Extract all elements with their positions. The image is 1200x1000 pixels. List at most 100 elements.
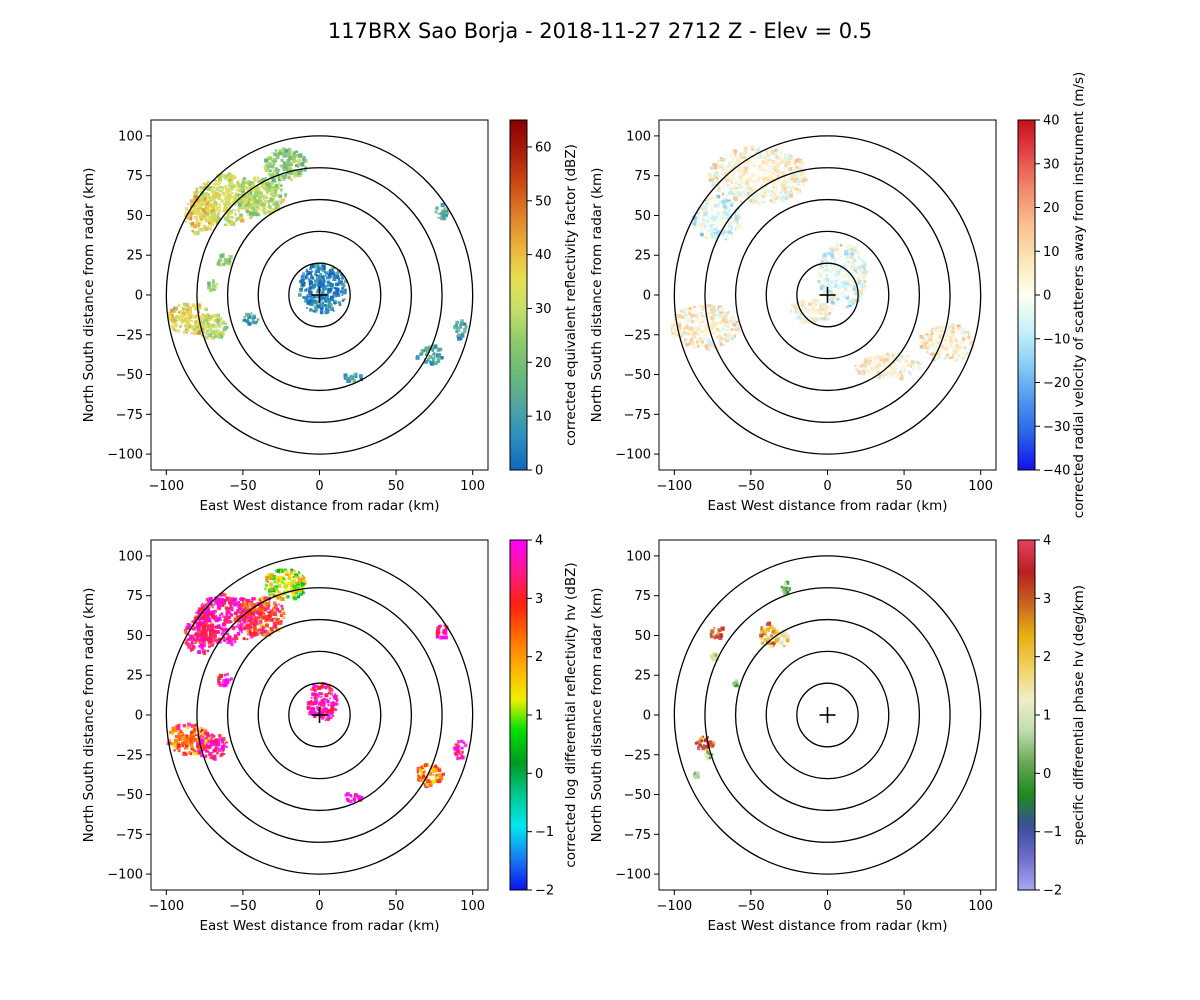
echo-gate [210,213,214,216]
echo-gate [242,600,244,603]
echo-gate [238,603,241,606]
echo-gate [776,150,778,153]
echo-gate [888,371,893,376]
echo-gate [234,209,237,212]
echo-gate [193,724,197,728]
echo-gate [188,737,191,740]
echo-gate [685,314,688,317]
echo-gate [712,217,717,222]
echo-gate [275,167,278,170]
echo-gate [942,346,946,350]
echo-gate [721,220,725,225]
echo-gate [212,331,216,335]
echo-gate [305,268,308,271]
echo-gate [967,335,971,339]
echo-gate [237,209,239,212]
echo-gate [169,730,172,734]
echo-gate [722,167,726,171]
echo-gate [956,324,961,329]
echo-gate [198,645,201,648]
echo-gate [333,291,337,295]
echo-gate [185,734,189,739]
echo-gate [726,216,730,220]
echo-gate [934,332,939,338]
echo-gate [284,149,289,154]
echo-gate [226,176,229,179]
echo-gate [833,260,836,262]
echo-gate [340,290,344,294]
echo-gate [701,319,705,323]
echo-gate [209,287,214,292]
echo-gate [325,294,329,298]
echo-gate [850,275,853,278]
echo-gate [195,750,198,754]
echo-gate [944,356,947,360]
echo-gate [797,174,802,179]
echo-gate [199,636,204,641]
echo-gate [183,628,188,633]
echo-gate [733,180,738,185]
echo-gate [684,318,687,321]
echo-gate [705,340,709,344]
echo-gate [712,307,717,311]
echo-gate [719,311,723,314]
echo-gate [226,199,229,202]
echo-gate [949,337,953,341]
echo-gate [278,151,283,156]
echo-gate [784,152,788,157]
echo-gate [195,734,197,736]
echo-gate [220,174,225,179]
echo-gate [203,182,207,185]
echo-gate [195,314,199,317]
echo-gate [190,211,195,215]
y-tick-label: −100 [107,448,143,463]
echo-gate [202,214,206,218]
echo-gate [722,309,726,313]
echo-gate [837,284,842,289]
echo-gate [205,729,208,732]
echo-gate [245,202,250,207]
echo-gate [822,274,824,276]
colorbar-tick-label: 50 [535,194,552,209]
echo-gate [924,345,929,350]
echo-gate [787,188,791,192]
echo-gate [799,169,803,174]
echo-gate [205,203,208,206]
echo-gate [719,210,723,214]
echo-gate [214,190,218,194]
echo-gate [839,244,843,247]
echo-gate [213,603,215,606]
echo-gate [204,225,207,228]
echo-gate [294,570,296,573]
echo-gate [321,278,324,281]
echo-gate [708,225,712,229]
echo-gate [725,320,729,324]
echo-gate [258,628,261,631]
echo-gate [314,300,316,303]
echo-gate [459,326,463,329]
echo-gate [309,275,313,279]
echo-gate [241,610,245,613]
echo-gate [279,621,282,625]
y-tick-label: −25 [116,328,143,343]
echo-gate [724,238,727,241]
echo-gate [445,211,449,215]
echo-gate [882,370,887,375]
echo-gate [226,641,229,644]
echo-gate [436,360,438,363]
echo-gate [197,610,202,615]
echo-gate [714,317,717,320]
echo-gate [208,606,211,609]
echo-gate [702,224,707,229]
echo-gate [199,634,202,637]
echo-gate [193,626,196,630]
echo-gate [823,308,827,312]
echo-gate [207,199,210,202]
echo-gate [219,256,223,260]
echo-gate [712,230,714,232]
echo-gate [199,221,202,225]
echo-gate [215,326,217,329]
echo-gate [258,200,262,204]
echo-gate [838,277,843,282]
echo-gate [180,320,184,324]
